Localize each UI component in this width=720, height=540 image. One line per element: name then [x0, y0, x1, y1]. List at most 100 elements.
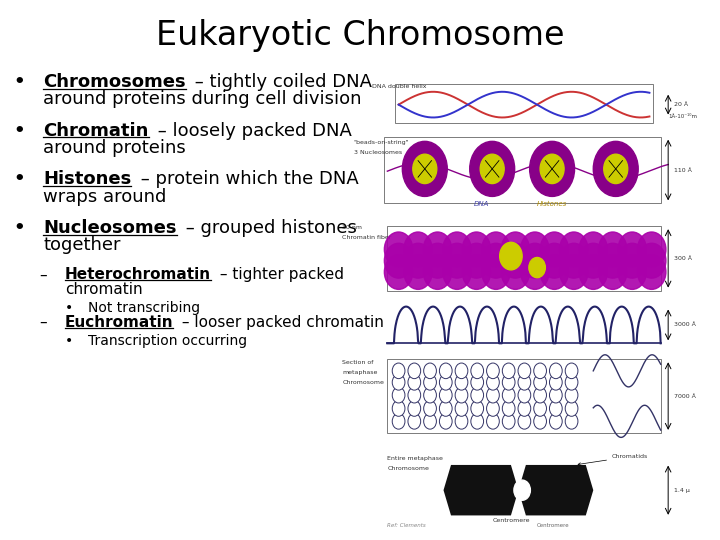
- Text: around proteins: around proteins: [43, 139, 186, 157]
- Text: Transcription occurring: Transcription occurring: [88, 334, 247, 348]
- Circle shape: [637, 232, 666, 267]
- Text: 1Å-10⁻¹⁰m: 1Å-10⁻¹⁰m: [668, 114, 697, 119]
- Circle shape: [565, 401, 578, 416]
- Text: 30 nm: 30 nm: [343, 225, 362, 230]
- Circle shape: [408, 401, 420, 416]
- Circle shape: [579, 254, 608, 289]
- Circle shape: [471, 414, 484, 429]
- Circle shape: [443, 243, 471, 278]
- Circle shape: [637, 254, 666, 289]
- Circle shape: [384, 243, 413, 278]
- Circle shape: [534, 401, 546, 416]
- Circle shape: [565, 414, 578, 429]
- Text: •: •: [13, 170, 24, 188]
- Text: Chromatids: Chromatids: [578, 454, 648, 465]
- Text: wraps around: wraps around: [43, 188, 166, 206]
- Circle shape: [423, 243, 451, 278]
- Circle shape: [518, 414, 531, 429]
- Circle shape: [540, 254, 569, 289]
- Circle shape: [559, 254, 588, 289]
- Text: Centromere: Centromere: [492, 518, 530, 523]
- Circle shape: [518, 363, 531, 379]
- Text: Section of: Section of: [343, 360, 374, 365]
- Circle shape: [618, 254, 647, 289]
- Text: Chromatin: Chromatin: [43, 122, 148, 139]
- Circle shape: [534, 414, 546, 429]
- Text: – loosely packed DNA: – loosely packed DNA: [152, 122, 352, 139]
- Circle shape: [392, 387, 405, 403]
- Text: •: •: [65, 334, 73, 348]
- Circle shape: [500, 242, 522, 270]
- Circle shape: [462, 243, 491, 278]
- Text: 3 Nucleosomes: 3 Nucleosomes: [354, 150, 402, 155]
- Circle shape: [487, 363, 499, 379]
- Circle shape: [423, 254, 451, 289]
- Circle shape: [413, 154, 437, 184]
- Circle shape: [439, 401, 452, 416]
- Polygon shape: [444, 465, 518, 515]
- Circle shape: [503, 387, 515, 403]
- Text: Chromosome: Chromosome: [387, 467, 429, 471]
- Circle shape: [471, 363, 484, 379]
- Circle shape: [518, 401, 531, 416]
- Circle shape: [384, 254, 413, 289]
- Circle shape: [503, 363, 515, 379]
- Circle shape: [549, 414, 562, 429]
- Circle shape: [604, 154, 628, 184]
- Text: 7000 Å: 7000 Å: [674, 394, 696, 399]
- Text: 20 Å: 20 Å: [674, 102, 688, 107]
- Circle shape: [593, 141, 638, 197]
- Circle shape: [598, 243, 627, 278]
- Circle shape: [521, 232, 549, 267]
- Text: – tighter packed: – tighter packed: [215, 267, 343, 282]
- Circle shape: [392, 363, 405, 379]
- Text: 3000 Å: 3000 Å: [674, 322, 696, 327]
- Circle shape: [618, 243, 647, 278]
- Text: •: •: [13, 73, 24, 91]
- Text: Not transcribing: Not transcribing: [88, 301, 200, 315]
- Circle shape: [480, 154, 504, 184]
- Circle shape: [549, 387, 562, 403]
- Circle shape: [402, 141, 447, 197]
- Text: Histones: Histones: [43, 170, 132, 188]
- Circle shape: [518, 375, 531, 390]
- Circle shape: [540, 232, 569, 267]
- Circle shape: [637, 243, 666, 278]
- Text: "beads-on-string": "beads-on-string": [354, 140, 409, 145]
- Circle shape: [392, 414, 405, 429]
- Circle shape: [549, 401, 562, 416]
- Text: Entire metaphase: Entire metaphase: [387, 456, 444, 461]
- Circle shape: [503, 375, 515, 390]
- Circle shape: [392, 375, 405, 390]
- Circle shape: [521, 254, 549, 289]
- Circle shape: [404, 243, 432, 278]
- Circle shape: [579, 232, 608, 267]
- Circle shape: [598, 254, 627, 289]
- Text: chromatin: chromatin: [65, 282, 143, 297]
- Circle shape: [559, 232, 588, 267]
- Text: Euchromatin: Euchromatin: [65, 315, 174, 330]
- Circle shape: [469, 141, 515, 197]
- Circle shape: [408, 363, 420, 379]
- Circle shape: [487, 387, 499, 403]
- Text: around proteins during cell division: around proteins during cell division: [43, 90, 361, 109]
- Circle shape: [408, 414, 420, 429]
- Text: Ref: Clements: Ref: Clements: [387, 523, 426, 528]
- Circle shape: [534, 387, 546, 403]
- Text: DNA double helix: DNA double helix: [372, 84, 427, 89]
- Circle shape: [529, 258, 545, 278]
- Text: Chromosome: Chromosome: [343, 380, 384, 385]
- Circle shape: [439, 387, 452, 403]
- Circle shape: [579, 243, 608, 278]
- Circle shape: [384, 232, 413, 267]
- Circle shape: [534, 363, 546, 379]
- Text: – looser packed chromatin: – looser packed chromatin: [177, 315, 384, 330]
- Circle shape: [423, 375, 436, 390]
- Text: 1.4 μ: 1.4 μ: [674, 488, 690, 492]
- Circle shape: [423, 363, 436, 379]
- Circle shape: [549, 375, 562, 390]
- Circle shape: [439, 363, 452, 379]
- Circle shape: [439, 375, 452, 390]
- Circle shape: [503, 401, 515, 416]
- Circle shape: [439, 414, 452, 429]
